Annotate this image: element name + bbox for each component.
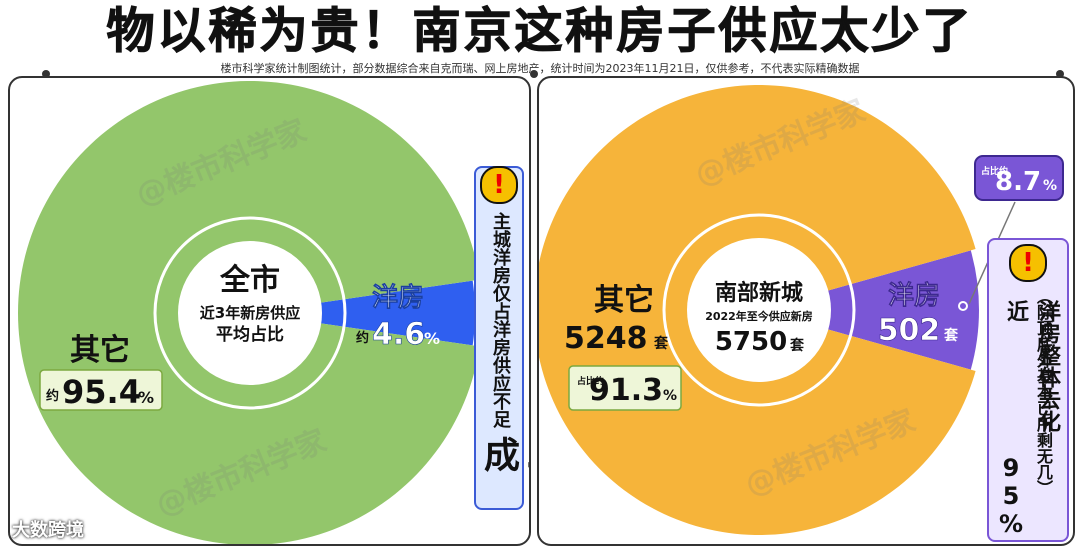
yang-unit: %: [424, 329, 440, 348]
center-value: 5750: [715, 327, 787, 357]
other-share-value: 91.3: [589, 373, 663, 408]
yang-value: 4.6: [372, 317, 425, 352]
bottom-logo: 大数跨境: [12, 520, 84, 541]
share-value: 8.7: [995, 167, 1041, 197]
left-chart-panel: 全市 近3年新房供应 平均占比 洋房 约 4.6 % 其它 约 95.4 % @…: [8, 76, 531, 546]
other-share-box: [568, 365, 682, 411]
share-unit: %: [1043, 178, 1057, 194]
leader-dot: [958, 301, 968, 311]
center-disc: [178, 241, 322, 385]
pie-slice-洋房: [759, 250, 979, 370]
other-value: 95.4: [62, 373, 141, 411]
center-line1: 2022年至今供应新房: [705, 309, 813, 323]
right-callout-big: 95%: [997, 454, 1025, 538]
yang-prefix: 约: [356, 330, 369, 346]
yang-label: 洋房: [888, 280, 940, 311]
left-callout: ! 主城洋房仅占洋房供应不足 3成: [474, 166, 529, 510]
other-share-unit: %: [663, 388, 677, 404]
other-unit: %: [138, 388, 154, 407]
share-prefix: 占比约: [981, 165, 1008, 177]
center-title: 南部新城: [715, 280, 803, 306]
yang-value: 502: [878, 313, 941, 348]
right-callout: ! （除顶底外基本已所剩无几） 洋房整体去化近 95%: [987, 238, 1069, 542]
share-badge: [974, 155, 1064, 201]
center-line2: 平均占比: [216, 324, 284, 345]
pie-slice-洋房: [250, 280, 476, 346]
page-subtitle: 楼市科学家统计制图统计，部分数据综合来自克而瑞、网上房地产，统计时间为2023年…: [220, 62, 860, 75]
left-pie-chart: 全市 近3年新房供应 平均占比 洋房 约 4.6 % 其它 约 95.4 %: [18, 81, 480, 544]
warning-icon: !: [480, 166, 518, 204]
other-label: 其它: [70, 333, 130, 368]
other-prefix: 约: [46, 388, 59, 404]
yang-unit: 套: [944, 327, 958, 344]
left-callout-big: 3成: [478, 436, 529, 477]
other-unit: 套: [654, 335, 668, 352]
center-disc: [687, 238, 831, 382]
center-title: 全市: [219, 263, 280, 298]
right-callout-note: （除顶底外基本已所剩无几）: [1034, 288, 1053, 496]
center-unit: 套: [790, 337, 804, 354]
yang-label: 洋房: [372, 282, 424, 313]
left-callout-text: 主城洋房仅占洋房供应不足: [490, 212, 511, 428]
warning-icon: !: [1009, 244, 1047, 282]
inner-ring: [153, 216, 347, 410]
right-pie-chart: 南部新城 2022年至今供应新房 5750 套 洋房 502 套 其它 5248…: [539, 85, 1064, 535]
center-line1: 近3年新房供应: [200, 304, 300, 322]
other-value-box: [39, 369, 163, 411]
other-share-prefix: 占比约: [577, 375, 604, 387]
right-chart-panel: 南部新城 2022年至今供应新房 5750 套 洋房 502 套 其它 5248…: [537, 76, 1075, 546]
decor-dot: [1056, 70, 1064, 78]
decor-dot: [530, 70, 538, 78]
decor-dot: [42, 70, 50, 78]
right-callout-text: 洋房整体去化近: [1003, 300, 1060, 432]
other-label: 其它: [594, 283, 654, 318]
other-value: 5248: [564, 321, 648, 356]
page-title: 物以稀为贵！南京这种房子供应太少了: [106, 3, 974, 60]
inner-ring: [662, 213, 856, 407]
